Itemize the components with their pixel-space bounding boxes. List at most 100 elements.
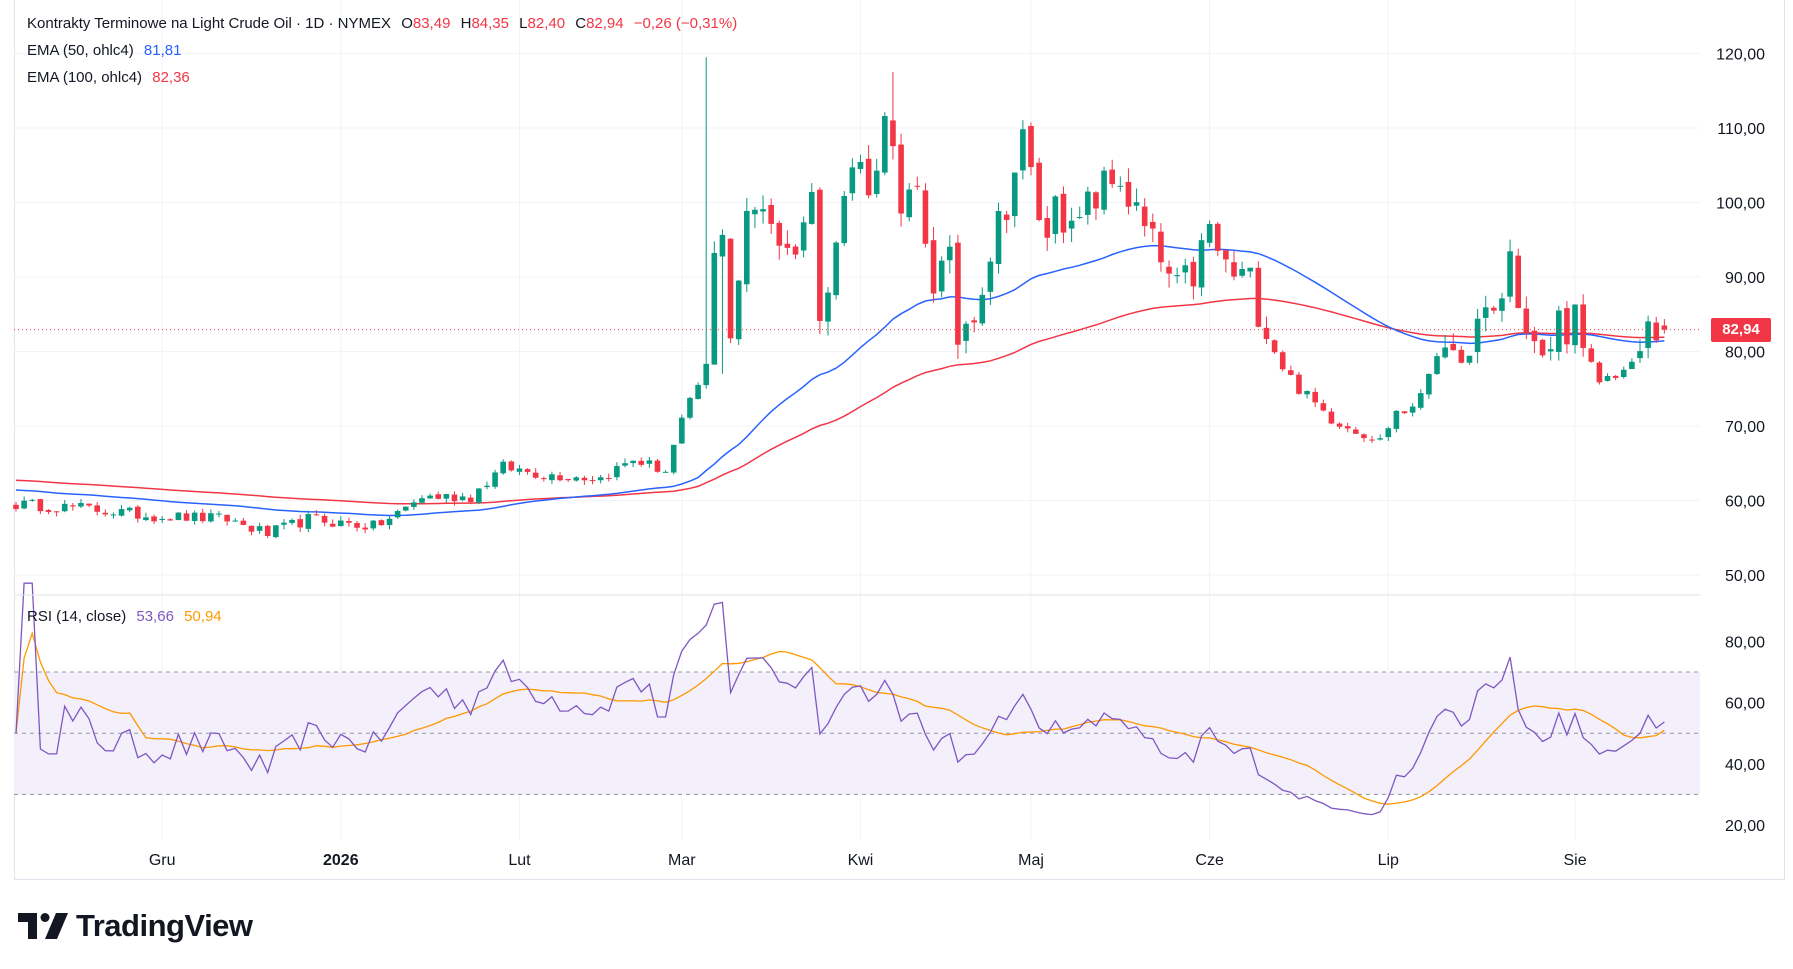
candle[interactable] bbox=[1076, 206, 1083, 220]
candle[interactable] bbox=[232, 518, 239, 522]
candle[interactable] bbox=[703, 57, 709, 389]
candle[interactable] bbox=[1117, 176, 1124, 192]
candle[interactable] bbox=[1377, 434, 1383, 441]
symbol-title[interactable]: Kontrakty Terminowe na Light Crude Oil ·… bbox=[27, 15, 392, 32]
candle[interactable] bbox=[1515, 248, 1521, 309]
candle[interactable] bbox=[1604, 373, 1611, 382]
candle[interactable] bbox=[1036, 157, 1042, 222]
candle[interactable] bbox=[248, 525, 255, 536]
chart-frame[interactable] bbox=[14, 0, 1785, 880]
candle[interactable] bbox=[362, 523, 368, 534]
candle[interactable] bbox=[882, 112, 888, 176]
candle[interactable] bbox=[78, 498, 84, 508]
candle[interactable] bbox=[581, 475, 588, 486]
candle[interactable] bbox=[402, 506, 409, 512]
candle[interactable] bbox=[1620, 366, 1627, 379]
candle[interactable] bbox=[890, 72, 896, 160]
candle[interactable] bbox=[492, 469, 498, 489]
candle[interactable] bbox=[605, 473, 612, 482]
candle[interactable] bbox=[1166, 260, 1172, 288]
candle[interactable] bbox=[1596, 361, 1603, 385]
candle[interactable] bbox=[1263, 316, 1270, 345]
candle[interactable] bbox=[760, 195, 766, 224]
candle[interactable] bbox=[1353, 426, 1359, 434]
candle[interactable] bbox=[13, 501, 19, 512]
candle[interactable] bbox=[256, 522, 263, 534]
candle[interactable] bbox=[1304, 390, 1310, 399]
candle[interactable] bbox=[1531, 327, 1538, 353]
candle[interactable] bbox=[1547, 336, 1554, 361]
candle[interactable] bbox=[451, 491, 458, 506]
candle[interactable] bbox=[995, 202, 1002, 274]
candle[interactable] bbox=[1174, 267, 1180, 284]
candle[interactable] bbox=[1239, 261, 1245, 278]
candle[interactable] bbox=[808, 183, 815, 225]
candle[interactable] bbox=[1612, 374, 1619, 381]
candle[interactable] bbox=[321, 513, 328, 527]
candle[interactable] bbox=[1417, 389, 1424, 410]
candle[interactable] bbox=[151, 514, 157, 524]
candle[interactable] bbox=[508, 460, 515, 472]
candle[interactable] bbox=[825, 287, 831, 336]
candle[interactable] bbox=[273, 525, 279, 539]
candle[interactable] bbox=[459, 492, 466, 502]
candle[interactable] bbox=[500, 459, 506, 475]
candle[interactable] bbox=[346, 517, 352, 527]
candle[interactable] bbox=[914, 176, 921, 191]
candle[interactable] bbox=[1182, 258, 1189, 284]
candle[interactable] bbox=[329, 519, 336, 528]
candle[interactable] bbox=[1661, 319, 1668, 334]
candle[interactable] bbox=[662, 470, 669, 473]
candle[interactable] bbox=[524, 468, 531, 475]
candle[interactable] bbox=[1020, 120, 1026, 180]
candle[interactable] bbox=[45, 509, 52, 515]
candle[interactable] bbox=[646, 456, 653, 468]
candle[interactable] bbox=[800, 216, 807, 258]
candle[interactable] bbox=[240, 517, 247, 526]
candle[interactable] bbox=[922, 183, 929, 248]
candle[interactable] bbox=[216, 511, 222, 518]
candle[interactable] bbox=[638, 457, 645, 467]
candle[interactable] bbox=[614, 462, 620, 481]
candle[interactable] bbox=[53, 511, 60, 517]
price-axis[interactable]: 120,00 110,00 100,00 90,00 80,00 70,00 60,00 50… bbox=[1716, 47, 1765, 586]
candle[interactable] bbox=[1556, 305, 1562, 361]
candles[interactable] bbox=[13, 57, 1668, 539]
candle[interactable] bbox=[1426, 373, 1432, 399]
candle[interactable] bbox=[484, 481, 490, 490]
candle[interactable] bbox=[378, 519, 385, 526]
candle[interactable] bbox=[541, 476, 547, 482]
candle[interactable] bbox=[1523, 296, 1530, 340]
candle[interactable] bbox=[532, 468, 539, 479]
candle[interactable] bbox=[1369, 435, 1375, 443]
candle[interactable] bbox=[735, 279, 742, 345]
candle[interactable] bbox=[1198, 233, 1205, 296]
candle[interactable] bbox=[29, 498, 36, 502]
candle[interactable] bbox=[776, 220, 783, 260]
candle[interactable] bbox=[1401, 411, 1408, 414]
candle[interactable] bbox=[1499, 293, 1505, 322]
candle[interactable] bbox=[1190, 256, 1197, 300]
candle[interactable] bbox=[419, 495, 425, 505]
candle[interactable] bbox=[573, 476, 580, 482]
candle[interactable] bbox=[719, 229, 726, 374]
candle[interactable] bbox=[1507, 239, 1513, 303]
candle[interactable] bbox=[394, 509, 401, 519]
candle[interactable] bbox=[1125, 168, 1132, 215]
candle[interactable] bbox=[61, 499, 68, 513]
candle[interactable] bbox=[1150, 213, 1156, 242]
candle[interactable] bbox=[1133, 188, 1140, 211]
candle[interactable] bbox=[1060, 186, 1067, 244]
candle[interactable] bbox=[1247, 267, 1254, 278]
candle[interactable] bbox=[224, 514, 230, 526]
candle[interactable] bbox=[1588, 344, 1595, 363]
candle[interactable] bbox=[857, 154, 864, 174]
rsi-legend[interactable]: RSI (14, close) 53,66 50,94 bbox=[27, 607, 228, 627]
candle[interactable] bbox=[622, 458, 628, 468]
candle[interactable] bbox=[264, 524, 271, 539]
candle[interactable] bbox=[1336, 422, 1343, 429]
candle[interactable] bbox=[873, 158, 880, 198]
candle[interactable] bbox=[784, 230, 791, 256]
candle[interactable] bbox=[687, 396, 693, 420]
candle[interactable] bbox=[175, 512, 182, 521]
